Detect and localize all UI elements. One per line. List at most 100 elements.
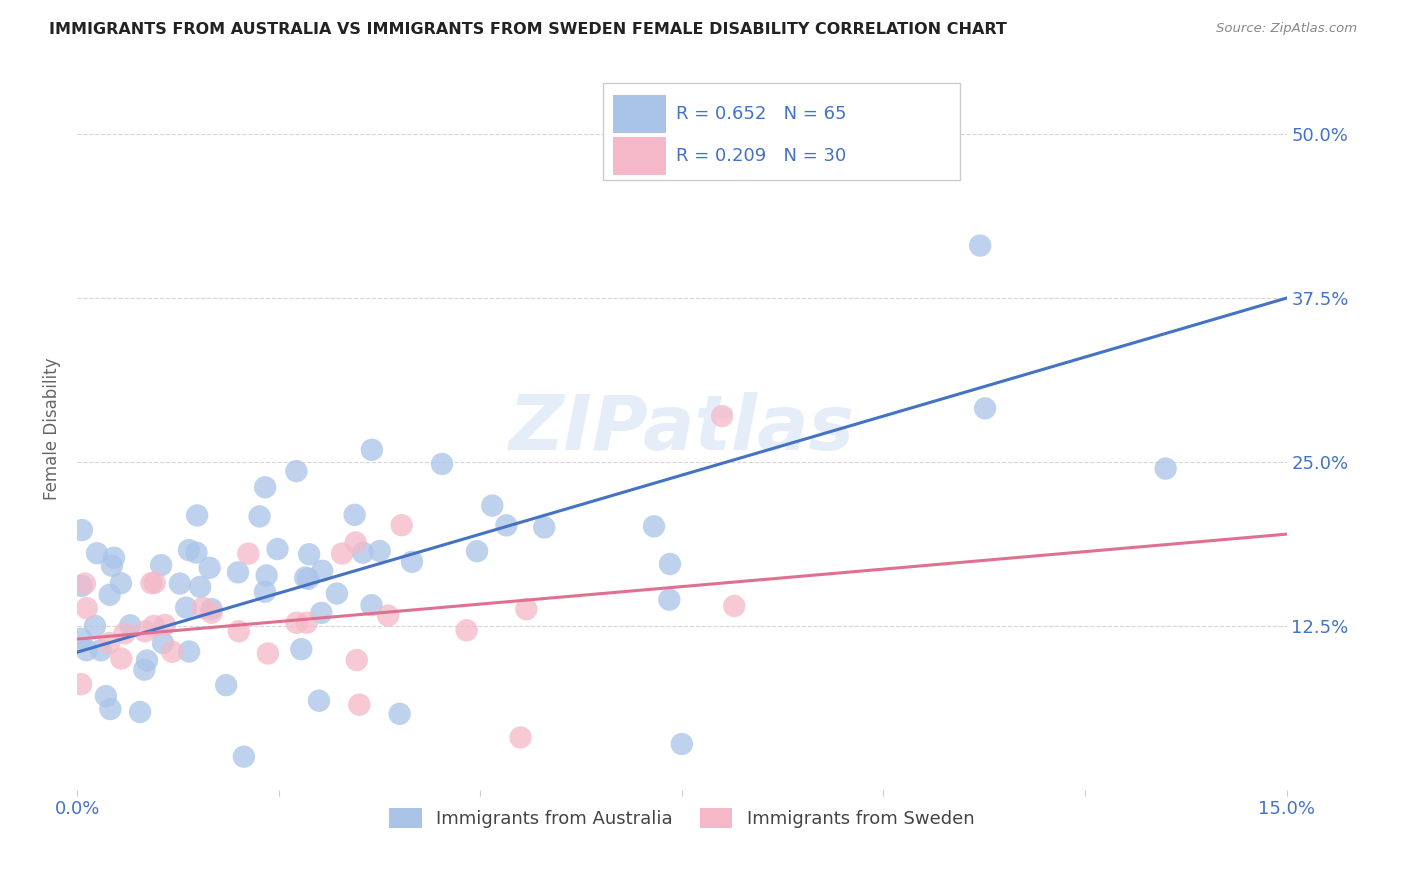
Point [153,618,176,632]
Y-axis label: Female Disability: Female Disability [44,358,60,500]
Point [169,576,191,591]
Point [659,557,682,571]
Point [76,643,98,657]
Point [98,588,121,602]
Point [509,731,531,745]
Point [101,558,124,573]
Text: Source: ZipAtlas.com: Source: ZipAtlas.com [1216,22,1357,36]
Point [84,619,107,633]
Point [232,749,254,764]
Point [73,576,96,591]
Point [285,464,308,478]
Point [228,624,250,639]
Point [249,509,271,524]
Point [456,624,478,638]
Point [401,555,423,569]
Point [90,643,112,657]
Point [98,702,121,716]
Point [94,689,117,703]
Point [114,626,136,640]
Point [533,520,555,534]
Point [177,644,200,658]
Point [360,442,382,457]
Point [150,558,173,573]
Point [76,601,98,615]
Point [110,576,132,591]
Point [311,564,333,578]
Point [143,575,166,590]
Point [136,653,159,667]
Point [98,636,121,650]
Point [143,619,166,633]
Point [186,508,208,523]
Point [253,584,276,599]
Point [330,547,353,561]
Point [360,598,382,612]
Point [141,576,163,591]
Point [191,600,214,615]
Point [177,543,200,558]
Point [298,547,321,561]
Point [311,606,333,620]
Point [70,523,93,537]
Point [368,544,391,558]
Point [936,134,959,148]
Point [326,586,349,600]
Point [174,600,197,615]
Point [344,535,367,549]
Point [188,580,211,594]
Point [200,602,222,616]
Point [294,571,316,585]
Point [974,401,997,416]
Point [215,678,238,692]
Point [266,542,288,557]
Text: R = 0.209   N = 30: R = 0.209 N = 30 [676,147,846,165]
Point [297,572,319,586]
Point [377,608,399,623]
Point [129,705,152,719]
Point [723,599,745,613]
Point [388,706,411,721]
Point [70,579,93,593]
Point [160,645,183,659]
FancyBboxPatch shape [613,95,666,133]
Point [515,602,537,616]
FancyBboxPatch shape [613,137,666,175]
Point [465,544,488,558]
Point [186,546,208,560]
Text: ZIPatlas: ZIPatlas [509,392,855,467]
Point [349,698,371,712]
Point [256,568,278,582]
Point [481,499,503,513]
Point [134,663,156,677]
Point [152,636,174,650]
Point [308,694,330,708]
Point [290,642,312,657]
Point [120,618,142,632]
Legend: Immigrants from Australia, Immigrants from Sweden: Immigrants from Australia, Immigrants fr… [382,801,981,835]
Point [134,624,156,639]
Point [343,508,366,522]
Point [643,519,665,533]
Point [238,547,260,561]
Point [257,647,280,661]
Point [391,518,413,533]
Point [658,592,681,607]
Point [295,615,318,630]
Point [226,566,249,580]
Point [110,651,132,665]
Point [1154,461,1177,475]
Point [495,518,517,533]
Point [254,480,277,494]
Point [969,238,991,252]
Point [711,409,734,423]
Point [198,561,221,575]
Point [200,606,222,620]
Point [70,677,93,691]
Point [86,546,108,560]
Point [352,546,374,560]
Text: IMMIGRANTS FROM AUSTRALIA VS IMMIGRANTS FROM SWEDEN FEMALE DISABILITY CORRELATIO: IMMIGRANTS FROM AUSTRALIA VS IMMIGRANTS … [49,22,1007,37]
Point [70,632,93,646]
Point [346,653,368,667]
Text: R = 0.652   N = 65: R = 0.652 N = 65 [676,105,846,123]
